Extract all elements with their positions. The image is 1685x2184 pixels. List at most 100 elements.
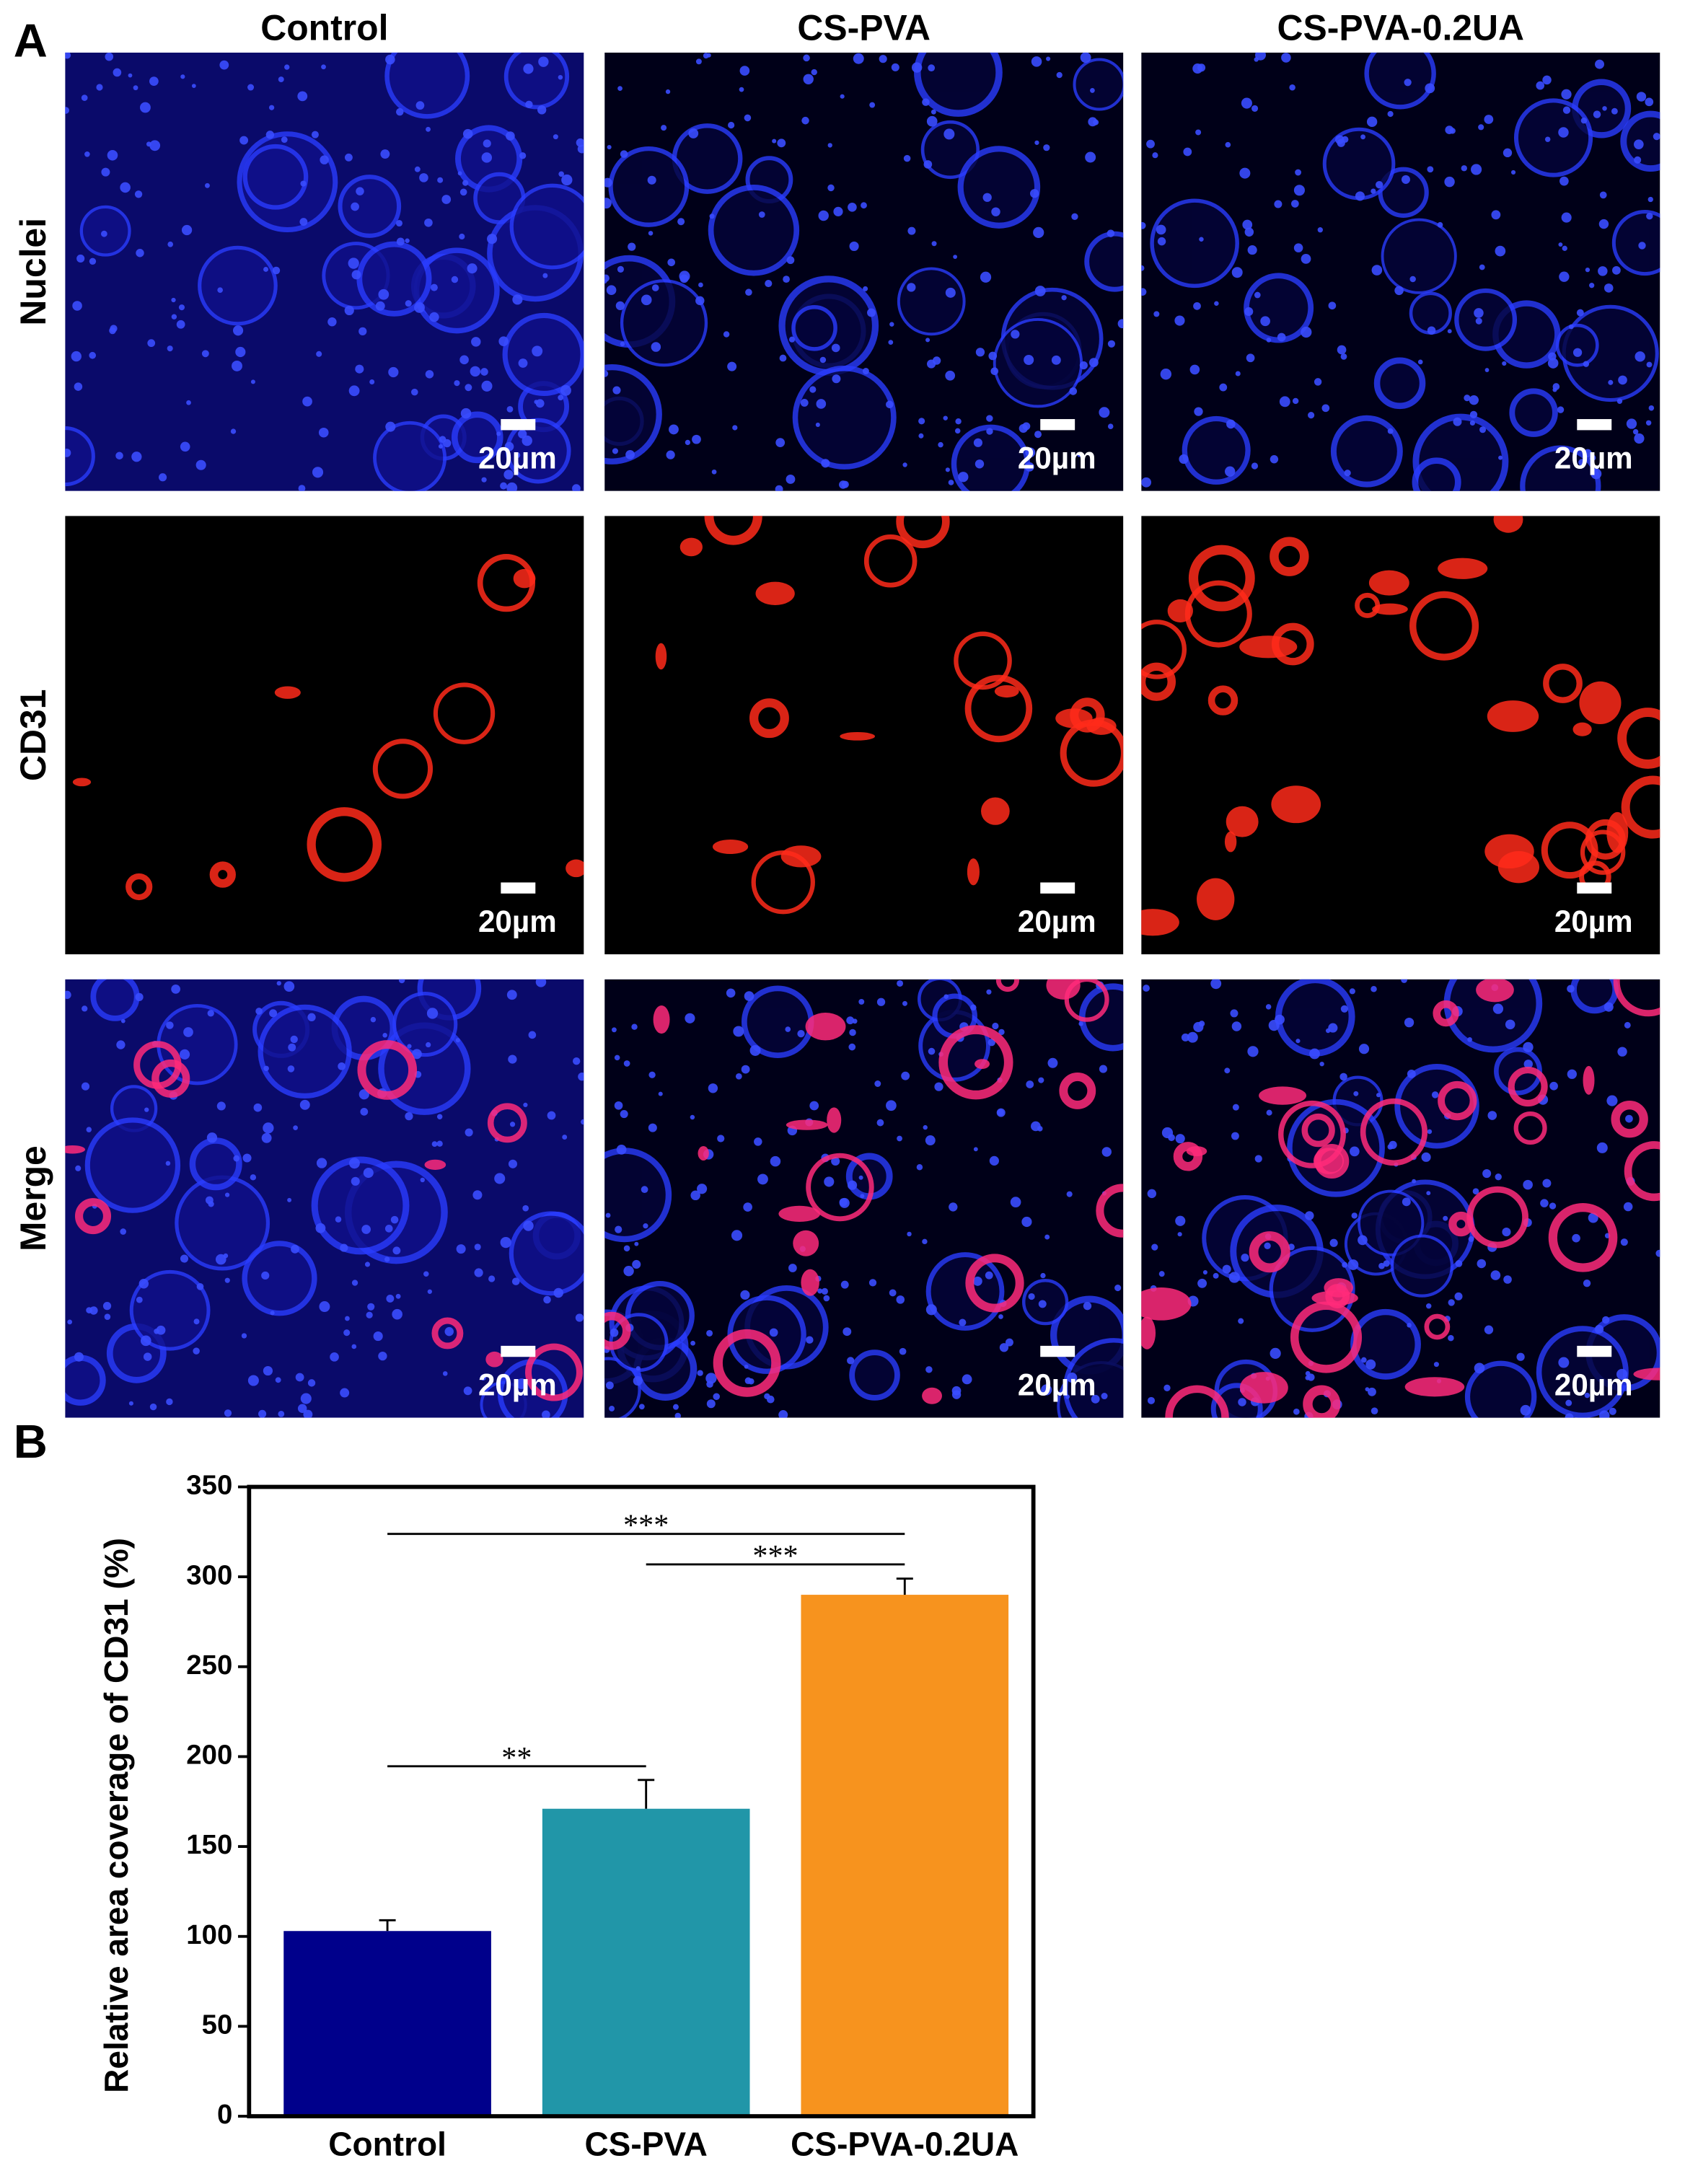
nucleus-dot xyxy=(641,294,652,306)
nucleus-dot xyxy=(770,1155,781,1167)
nucleus-dot xyxy=(233,1155,240,1162)
nucleus-dot xyxy=(1101,1147,1112,1157)
nucleus-dot xyxy=(81,94,88,101)
micrograph: 20µm xyxy=(65,979,584,1418)
nucleus-dot xyxy=(623,1266,634,1277)
nucleus-dot xyxy=(1502,361,1507,366)
nucleus-dot xyxy=(420,1177,425,1183)
nucleus-dot xyxy=(623,1245,630,1252)
nucleus-dot xyxy=(928,1047,936,1055)
nucleus-dot xyxy=(1041,1384,1052,1396)
nucleus-dot xyxy=(907,1231,912,1237)
nucleus-dot xyxy=(862,368,869,375)
nucleus-dot xyxy=(519,152,527,159)
nucleus-dot xyxy=(987,1039,995,1047)
nucleus-dot xyxy=(697,1370,703,1376)
cell-ring xyxy=(1275,979,1355,1057)
cd31-blob xyxy=(1141,1316,1156,1349)
nucleus-dot xyxy=(858,1175,863,1180)
nucleus-dot xyxy=(1616,398,1623,404)
nucleus-dot xyxy=(951,1386,962,1396)
nucleus-dot xyxy=(982,193,992,202)
nucleus-dot xyxy=(250,379,255,384)
nucleus-dot xyxy=(874,1080,881,1087)
cell-ring xyxy=(1364,52,1436,110)
nucleus-dot xyxy=(1469,420,1475,426)
nucleus-dot xyxy=(481,380,493,392)
nucleus-dot xyxy=(1444,176,1455,188)
cd31-blob xyxy=(840,731,875,741)
nucleus-dot xyxy=(1584,1392,1591,1399)
nucleus-dot xyxy=(1624,1021,1631,1029)
nucleus-dot xyxy=(1598,219,1609,229)
nucleus-dot xyxy=(1254,57,1259,62)
nucleus-dot xyxy=(1232,1104,1239,1111)
cd31-blob xyxy=(981,797,1010,825)
cd31-ring xyxy=(74,1198,112,1235)
nucleus-dot xyxy=(1371,1407,1378,1414)
nucleus-dot xyxy=(1151,1243,1158,1251)
nucleus-dot xyxy=(1024,462,1034,472)
significance-label: ** xyxy=(501,1741,532,1775)
nucleus-dot xyxy=(1101,1393,1108,1400)
nucleus-dot xyxy=(744,991,754,1001)
nucleus-dot xyxy=(607,144,612,150)
nucleus-dot xyxy=(811,69,817,76)
nucleus-dot xyxy=(628,242,636,251)
cell-ring xyxy=(384,52,470,119)
cd31-ring xyxy=(357,1040,418,1100)
nucleus-dot xyxy=(1314,378,1322,386)
nucleus-dot xyxy=(455,1038,460,1043)
nucleus-dot xyxy=(460,408,472,419)
nucleus-dot xyxy=(1005,1338,1013,1347)
cell-ring xyxy=(708,185,800,276)
scale-bar xyxy=(1040,882,1075,894)
nucleus-dot xyxy=(1479,264,1485,270)
nucleus-dot xyxy=(959,1318,967,1326)
nucleus-dot xyxy=(1583,361,1590,367)
nucleus-dot xyxy=(1026,1080,1034,1088)
nucleus-dot xyxy=(643,1223,648,1229)
nucleus-dot xyxy=(180,74,185,79)
nucleus-dot xyxy=(1561,212,1572,223)
cd31-ring xyxy=(1096,1184,1124,1238)
nucleus-dot xyxy=(196,1282,204,1290)
cd31-ring xyxy=(965,1254,1024,1313)
nucleus-dot xyxy=(1376,181,1383,189)
nucleus-dot xyxy=(1071,213,1078,220)
nucleus-dot xyxy=(648,1071,656,1078)
nucleus-dot xyxy=(367,1303,375,1311)
nucleus-dot xyxy=(1317,227,1324,233)
nucleus-dot xyxy=(136,1296,143,1303)
nucleus-dot xyxy=(672,1404,679,1410)
nucleus-dot xyxy=(833,206,843,216)
nucleus-dot xyxy=(757,1174,768,1185)
nucleus-dot xyxy=(542,1410,550,1418)
nucleus-dot xyxy=(1383,1260,1390,1267)
nucleus-dot xyxy=(990,367,999,375)
nucleus-dot xyxy=(481,152,493,163)
nucleus-dot xyxy=(392,1308,402,1320)
nucleus-dot xyxy=(208,1201,214,1207)
nucleus-dot xyxy=(261,1132,272,1143)
nucleus-dot xyxy=(1293,185,1305,196)
nucleus-dot xyxy=(131,452,142,462)
nucleus-dot xyxy=(1387,110,1394,118)
nucleus-dot xyxy=(1634,156,1642,164)
nucleus-dot xyxy=(1290,200,1299,208)
nucleus-dot xyxy=(727,361,737,371)
nucleus-dot xyxy=(462,180,469,186)
nucleus-dot xyxy=(1495,1174,1502,1181)
nucleus-dot xyxy=(605,1212,611,1218)
nucleus-dot xyxy=(988,351,998,361)
nucleus-dot xyxy=(1339,1073,1347,1081)
nucleus-dot xyxy=(925,1304,937,1316)
nucleus-dot xyxy=(335,1216,342,1223)
cd31-blob xyxy=(1372,603,1408,615)
cd31-ring xyxy=(1424,1313,1451,1340)
nucleus-dot xyxy=(178,304,185,311)
nucleus-dot xyxy=(258,1409,267,1418)
cd31-blob xyxy=(1572,722,1592,736)
nucleus-dot xyxy=(430,283,438,291)
nucleus-dot xyxy=(523,1102,528,1108)
